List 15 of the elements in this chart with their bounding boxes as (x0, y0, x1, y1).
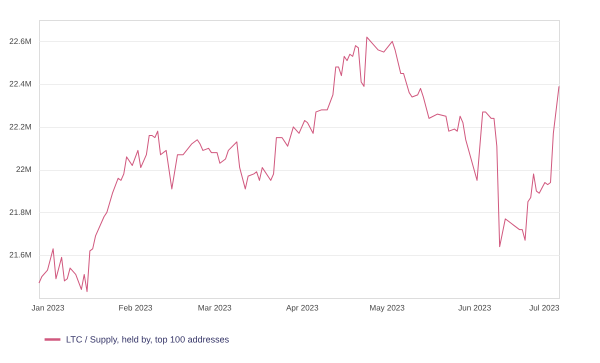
y-tick-label: 22M (16, 165, 32, 174)
x-tick-label: Jul 2023 (529, 304, 560, 312)
y-tick-label: 21.6M (9, 250, 32, 260)
x-tick-label: Jan 2023 (32, 304, 65, 312)
x-tick-label: May 2023 (370, 304, 406, 312)
y-tick-label: 22.2M (9, 122, 32, 132)
x-tick-label: Apr 2023 (286, 304, 320, 312)
x-tick-label: Jun 2023 (458, 304, 492, 312)
y-tick-label: 22.4M (9, 80, 32, 89)
legend-label: LTC / Supply, held by, top 100 addresses (66, 334, 230, 344)
x-tick-label: Feb 2023 (118, 304, 154, 312)
x-tick-label: Mar 2023 (198, 304, 232, 312)
line-series (38, 36, 560, 292)
y-tick-label: 22.6M (9, 36, 32, 46)
y-tick-label: 21.8M (9, 208, 32, 217)
